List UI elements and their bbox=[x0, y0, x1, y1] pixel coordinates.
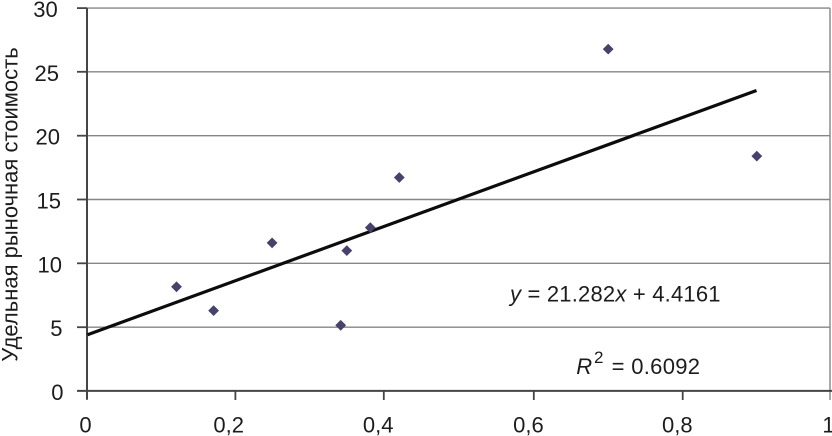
svg-text:15: 15 bbox=[37, 189, 61, 214]
svg-text:20: 20 bbox=[36, 125, 60, 150]
svg-text:y = 21.282x + 4.4161: y = 21.282x + 4.4161 bbox=[508, 281, 721, 306]
svg-text:30: 30 bbox=[33, 0, 57, 22]
svg-text:0,4: 0,4 bbox=[363, 412, 394, 436]
svg-text:0: 0 bbox=[51, 380, 63, 405]
svg-text:5: 5 bbox=[50, 316, 62, 341]
svg-text:10: 10 bbox=[38, 252, 62, 277]
svg-text:0,2: 0,2 bbox=[213, 412, 244, 436]
svg-text:0,8: 0,8 bbox=[662, 412, 693, 436]
svg-text:25: 25 bbox=[35, 61, 59, 86]
svg-text:0,6: 0,6 bbox=[513, 412, 544, 436]
svg-text:0: 0 bbox=[79, 412, 91, 436]
svg-text:1: 1 bbox=[822, 412, 832, 436]
svg-text:R2 = 0.6092: R2 = 0.6092 bbox=[576, 348, 700, 379]
svg-text:Удельная рыночная стоимость: Удельная рыночная стоимость bbox=[0, 47, 23, 361]
